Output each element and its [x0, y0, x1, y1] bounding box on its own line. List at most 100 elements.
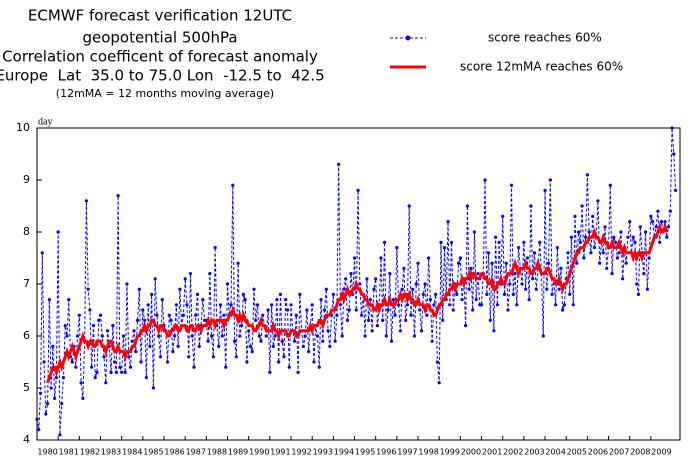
x-tick-label: 2006	[588, 448, 608, 457]
data-point	[670, 126, 674, 130]
data-point	[58, 433, 62, 437]
data-point	[516, 246, 521, 250]
data-point	[151, 386, 156, 390]
data-point	[146, 303, 150, 307]
data-point	[416, 261, 420, 265]
data-point	[67, 298, 71, 302]
data-point	[234, 355, 238, 359]
data-point	[368, 298, 372, 302]
data-point	[150, 292, 154, 296]
data-point	[213, 246, 217, 250]
x-tick-label: 1992	[291, 448, 311, 457]
data-point	[375, 324, 380, 328]
data-point	[44, 412, 48, 416]
data-point	[201, 298, 205, 302]
data-point	[257, 334, 261, 338]
data-point	[307, 350, 311, 354]
data-point	[605, 266, 609, 270]
x-tick-label: 2000	[461, 448, 481, 457]
data-point	[174, 303, 178, 307]
data-point	[665, 235, 669, 239]
data-point	[543, 188, 547, 192]
data-point	[296, 370, 300, 374]
data-point	[347, 308, 351, 312]
data-point	[656, 209, 660, 213]
data-point	[144, 376, 148, 380]
data-point	[631, 235, 635, 239]
legend-label: score reaches 60%	[488, 31, 602, 45]
data-point	[538, 240, 542, 244]
data-point	[190, 334, 194, 338]
data-point	[490, 261, 494, 265]
data-point	[522, 240, 526, 244]
data-point	[160, 298, 164, 302]
data-point	[354, 308, 358, 312]
data-point	[248, 344, 253, 348]
data-point	[531, 277, 535, 281]
data-point	[509, 183, 514, 187]
title-line: Europe Lat 35.0 to 75.0 Lon -12.5 to 42.…	[0, 67, 325, 85]
data-point	[486, 251, 491, 255]
data-point	[580, 204, 584, 208]
data-point	[45, 402, 50, 406]
data-point	[388, 272, 392, 276]
data-point	[511, 292, 515, 296]
data-point	[419, 329, 424, 333]
data-point	[559, 266, 563, 270]
y-tick-label: 4	[23, 433, 30, 446]
data-point	[591, 214, 595, 218]
data-point	[619, 230, 623, 234]
data-point	[192, 365, 196, 369]
data-point	[432, 303, 436, 307]
data-point	[197, 344, 201, 348]
data-point	[460, 298, 464, 302]
data-point	[568, 292, 572, 296]
legend-dot	[405, 35, 411, 41]
data-point	[241, 292, 245, 296]
data-point	[220, 334, 224, 338]
data-point	[672, 152, 676, 156]
data-point	[469, 266, 473, 270]
data-point	[185, 303, 189, 307]
data-point	[384, 334, 388, 338]
y-tick-label: 8	[23, 225, 30, 238]
data-point	[312, 360, 316, 364]
data-point	[60, 402, 64, 406]
data-point	[423, 282, 427, 286]
data-point	[395, 246, 399, 250]
data-point	[238, 334, 242, 338]
data-point	[451, 308, 455, 312]
data-point	[663, 220, 667, 224]
data-point	[331, 292, 335, 296]
data-point	[381, 318, 385, 322]
data-point	[100, 334, 104, 338]
data-point	[245, 360, 249, 364]
title-line: ECMWF forecast verification 12UTC	[28, 7, 292, 25]
data-point	[474, 298, 478, 302]
data-point	[56, 230, 60, 234]
data-point	[497, 240, 501, 244]
x-tick-label: 2007	[609, 448, 629, 457]
data-point	[319, 298, 323, 302]
data-point	[125, 282, 129, 286]
data-point	[654, 225, 658, 229]
data-point	[51, 344, 55, 348]
data-point	[411, 287, 415, 291]
data-point	[651, 220, 655, 224]
data-point	[437, 381, 441, 385]
x-tick-label: 1996	[376, 448, 396, 457]
data-point	[582, 256, 586, 260]
data-point	[337, 162, 341, 166]
x-tick-label: 1994	[334, 448, 354, 457]
data-point	[195, 292, 200, 296]
data-point	[116, 194, 120, 198]
data-point	[576, 230, 581, 234]
data-point	[208, 272, 212, 276]
data-point	[456, 261, 461, 265]
data-point	[280, 339, 284, 343]
data-point	[624, 261, 628, 265]
data-point	[520, 282, 524, 286]
data-point	[155, 313, 159, 317]
data-point	[636, 292, 641, 296]
data-point	[38, 391, 43, 395]
